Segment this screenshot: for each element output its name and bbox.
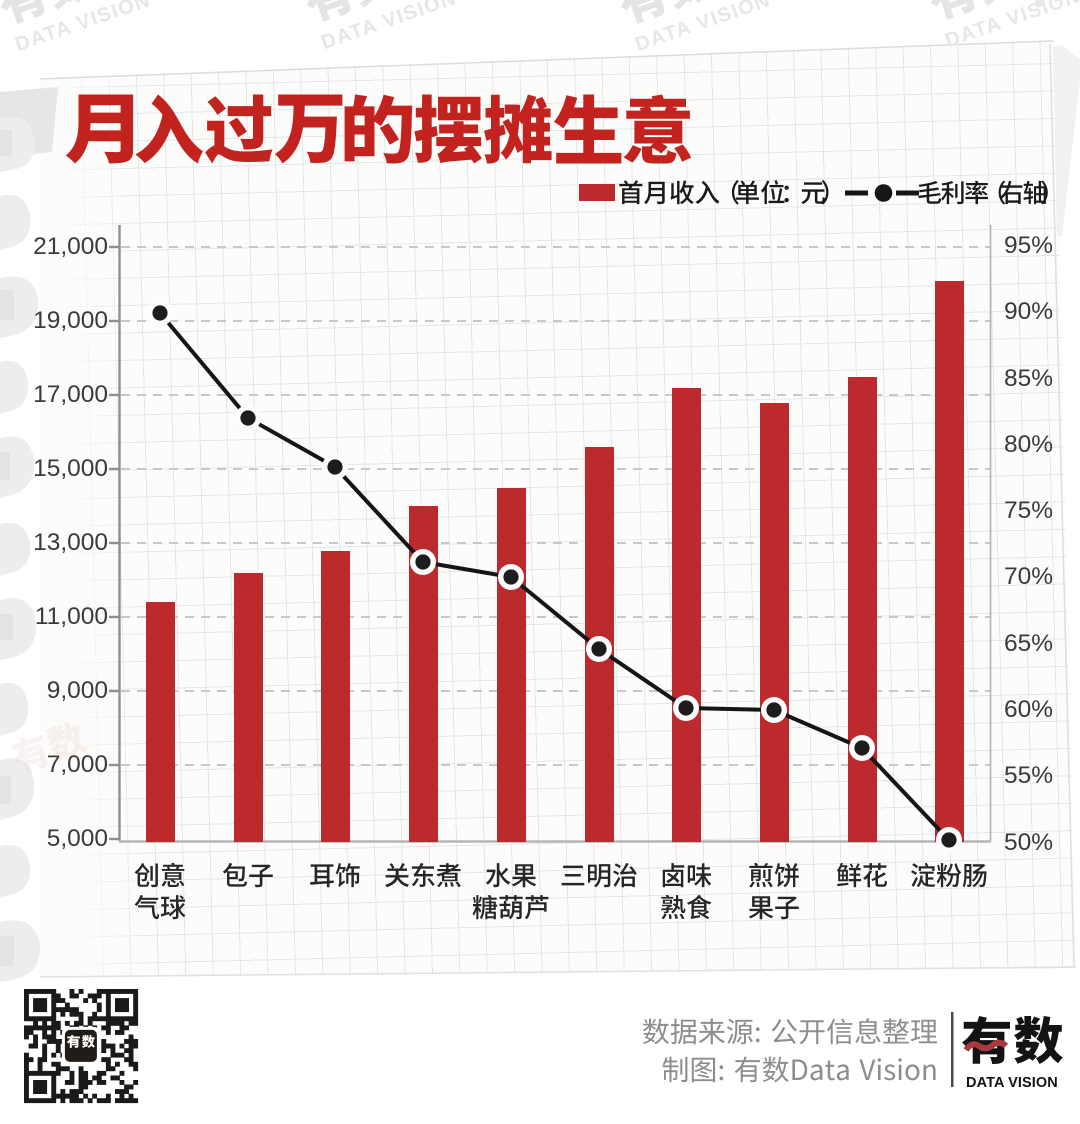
svg-text:DATA VISION: DATA VISION <box>966 1075 1058 1091</box>
